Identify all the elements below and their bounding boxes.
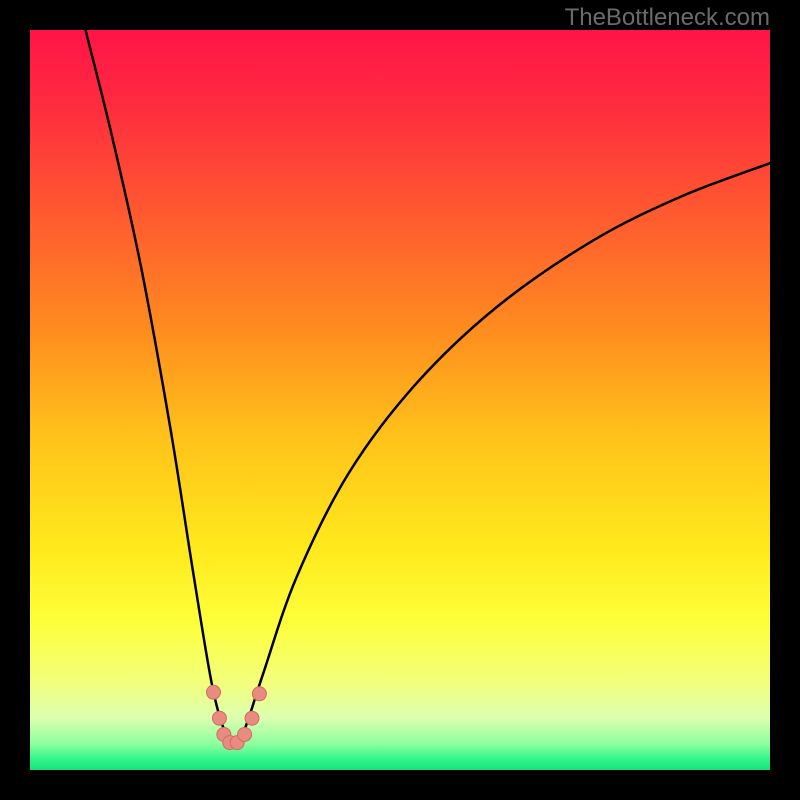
marker-dot: [252, 687, 266, 701]
chart-svg: [0, 0, 800, 800]
watermark-text: TheBottleneck.com: [565, 4, 770, 32]
marker-dot: [212, 711, 226, 725]
marker-dot: [245, 711, 259, 725]
chart-stage: TheBottleneck.com: [0, 0, 800, 800]
marker-dot: [207, 685, 221, 699]
plot-background-gradient: [30, 30, 770, 770]
marker-dot: [238, 727, 252, 741]
